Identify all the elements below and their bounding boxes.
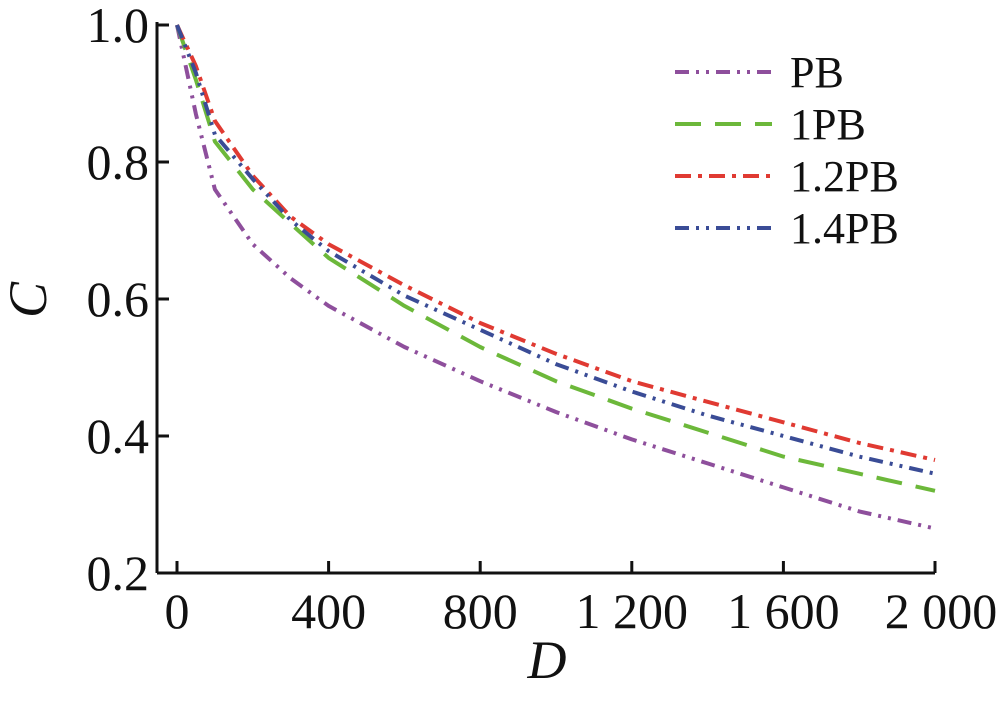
y-tick-label: 1.0 (87, 0, 150, 53)
x-tick-label: 1 600 (727, 583, 840, 639)
series-line-1-2pb (175, 24, 936, 462)
x-tick-label: 400 (291, 583, 366, 639)
series-line-pb (175, 24, 936, 531)
x-tick-label: 0 (165, 583, 190, 639)
legend-label: PB (790, 48, 844, 97)
x-axis-label: D (527, 630, 567, 690)
y-tick-label: 0.2 (87, 545, 150, 601)
y-tick-label: 0.8 (87, 134, 150, 190)
x-tick-label: 2 000 (885, 583, 998, 639)
x-tick-label: 1 200 (576, 583, 689, 639)
series-layer (175, 24, 936, 531)
legend-label: 1.4PB (790, 204, 899, 253)
x-tick-label: 800 (443, 583, 518, 639)
y-axis-label: C (0, 281, 58, 318)
legend-label: 1.2PB (790, 152, 899, 201)
legend-label: 1PB (790, 100, 866, 149)
y-tick-label: 0.4 (87, 408, 150, 464)
series-line-1pb (175, 24, 936, 493)
series-line-1-4pb (175, 24, 936, 476)
y-tick-label: 0.6 (87, 271, 150, 327)
ticks-layer: 0 400 800 1 200 1 600 2 000 0.2 0.4 0.6 0.8 1.0 (87, 0, 998, 639)
